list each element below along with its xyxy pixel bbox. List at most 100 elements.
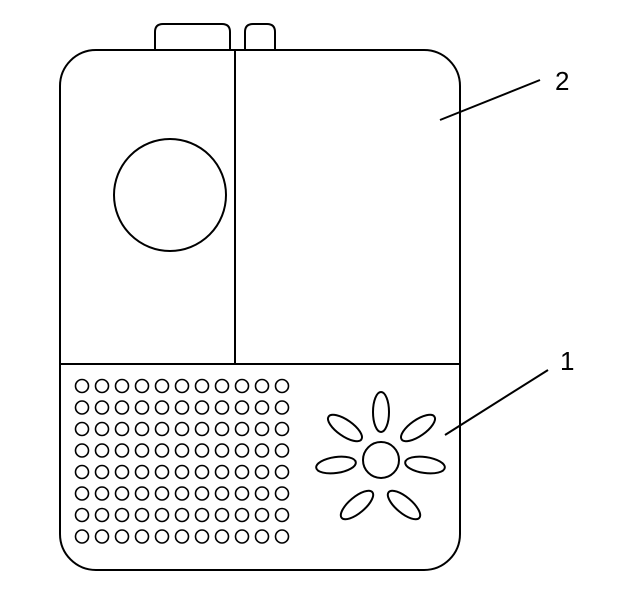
fan-hub [363,442,399,478]
vent-hole [176,530,189,543]
vent-hole [236,466,249,479]
vent-hole [76,487,89,500]
vent-hole [276,509,289,522]
vent-grille [76,380,289,544]
vent-hole [116,401,129,414]
vent-hole [136,423,149,436]
vent-hole [136,530,149,543]
vent-hole [136,487,149,500]
vent-hole [156,530,169,543]
vent-hole [176,487,189,500]
vent-hole [176,401,189,414]
vent-hole [96,509,109,522]
fan-petal [397,410,439,446]
callout-label-1: 1 [560,346,574,376]
vent-hole [156,487,169,500]
vent-hole [116,487,129,500]
vent-hole [156,401,169,414]
vent-hole [216,487,229,500]
vent-hole [196,530,209,543]
vent-hole [76,444,89,457]
vent-hole [236,487,249,500]
vent-hole [176,380,189,393]
vent-hole [156,466,169,479]
vent-hole [276,380,289,393]
fan-petal [373,392,389,432]
vent-hole [276,487,289,500]
vent-hole [76,401,89,414]
vent-hole [256,401,269,414]
vent-hole [96,401,109,414]
vent-hole [196,401,209,414]
vent-hole [116,466,129,479]
fan-petal [404,454,446,475]
vent-hole [236,423,249,436]
vent-hole [216,530,229,543]
vent-hole [76,466,89,479]
fan-petal [324,410,366,446]
fan-petal [384,486,425,524]
vent-hole [176,444,189,457]
vent-hole [196,487,209,500]
vent-hole [236,530,249,543]
vent-hole [256,466,269,479]
vent-hole [196,380,209,393]
vent-hole [236,401,249,414]
vent-hole [276,530,289,543]
vent-hole [196,423,209,436]
vent-hole [136,466,149,479]
vent-hole [96,530,109,543]
vent-hole [136,444,149,457]
vent-hole [116,509,129,522]
top-tab-a [155,24,230,50]
vent-hole [76,509,89,522]
vent-hole [96,380,109,393]
fan-petal [315,454,357,475]
vent-hole [216,423,229,436]
vent-hole [256,530,269,543]
vent-hole [216,401,229,414]
vent-hole [156,380,169,393]
vent-hole [156,509,169,522]
vent-hole [156,423,169,436]
vent-hole [276,444,289,457]
vent-hole [216,466,229,479]
fan-petal [337,486,378,524]
vent-hole [256,423,269,436]
vent-hole [96,487,109,500]
fan-icon [315,392,446,524]
vent-hole [276,401,289,414]
vent-hole [256,380,269,393]
vent-hole [176,509,189,522]
vent-hole [96,444,109,457]
vent-hole [96,423,109,436]
vent-hole [116,530,129,543]
vent-hole [116,444,129,457]
vent-hole [236,380,249,393]
vent-hole [76,380,89,393]
vent-hole [136,380,149,393]
leader-line-2 [440,80,540,120]
vent-hole [196,509,209,522]
callout-label-2: 2 [555,66,569,96]
vent-hole [196,466,209,479]
vent-hole [236,444,249,457]
vent-hole [236,509,249,522]
vent-hole [216,444,229,457]
vent-hole [196,444,209,457]
vent-hole [256,487,269,500]
lens-circle [114,139,226,251]
vent-hole [76,530,89,543]
vent-hole [256,444,269,457]
top-tab-b [245,24,275,50]
vent-hole [276,466,289,479]
vent-hole [116,423,129,436]
vent-hole [216,380,229,393]
vent-hole [256,509,269,522]
vent-hole [176,423,189,436]
vent-hole [156,444,169,457]
vent-hole [76,423,89,436]
vent-hole [216,509,229,522]
vent-hole [136,509,149,522]
vent-hole [96,466,109,479]
